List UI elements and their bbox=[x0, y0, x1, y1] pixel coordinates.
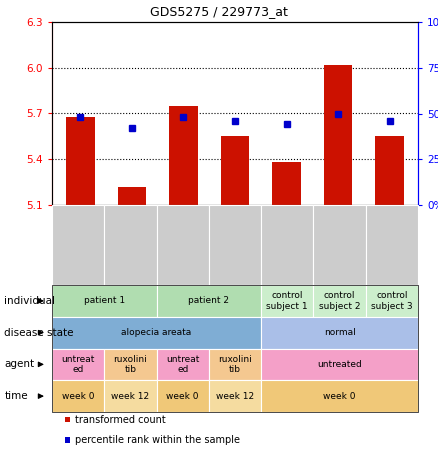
Text: time: time bbox=[4, 391, 28, 401]
Text: individual: individual bbox=[4, 296, 55, 306]
Text: week 0: week 0 bbox=[166, 392, 199, 400]
Text: disease state: disease state bbox=[4, 328, 74, 337]
Text: untreat
ed: untreat ed bbox=[61, 355, 95, 374]
Bar bbox=[118, 187, 146, 205]
Text: patient 1: patient 1 bbox=[84, 296, 125, 305]
Bar bbox=[272, 162, 301, 205]
Text: week 12: week 12 bbox=[111, 392, 149, 400]
Text: week 0: week 0 bbox=[323, 392, 356, 400]
Text: control
subject 3: control subject 3 bbox=[371, 291, 413, 311]
Bar bbox=[324, 65, 352, 205]
Text: transformed count: transformed count bbox=[75, 414, 166, 424]
Text: untreated: untreated bbox=[317, 360, 362, 369]
Text: alopecia areata: alopecia areata bbox=[121, 328, 192, 337]
Text: untreat
ed: untreat ed bbox=[166, 355, 199, 374]
Text: normal: normal bbox=[324, 328, 356, 337]
Text: control
subject 1: control subject 1 bbox=[266, 291, 308, 311]
Text: percentile rank within the sample: percentile rank within the sample bbox=[75, 435, 240, 445]
Text: week 0: week 0 bbox=[62, 392, 95, 400]
Text: control
subject 2: control subject 2 bbox=[319, 291, 360, 311]
Bar bbox=[375, 136, 404, 205]
Bar bbox=[66, 116, 95, 205]
Text: GDS5275 / 229773_at: GDS5275 / 229773_at bbox=[150, 5, 288, 18]
Bar bbox=[221, 136, 249, 205]
Text: week 12: week 12 bbox=[216, 392, 254, 400]
Bar bbox=[169, 106, 198, 205]
Text: ruxolini
tib: ruxolini tib bbox=[113, 355, 147, 374]
Text: patient 2: patient 2 bbox=[188, 296, 230, 305]
Text: agent: agent bbox=[4, 359, 35, 369]
Text: ruxolini
tib: ruxolini tib bbox=[218, 355, 252, 374]
